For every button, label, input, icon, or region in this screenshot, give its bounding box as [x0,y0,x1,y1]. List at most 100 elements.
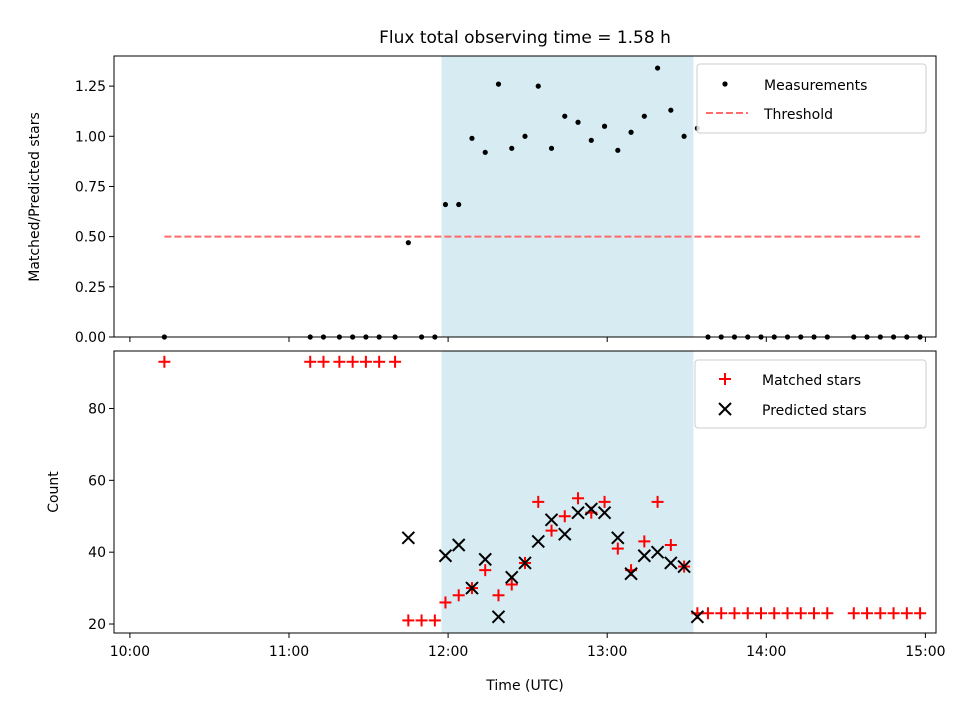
matched-stars-point [373,355,386,368]
predicted-stars-point [518,556,532,570]
matched-stars-point [304,355,317,368]
legend-threshold-label: Threshold [763,107,833,123]
predicted-stars-point [624,567,638,581]
predicted-stars-point [690,610,705,624]
matched-stars-point [847,607,860,620]
legend-measurements-marker [722,81,728,87]
x-axis-label: Time (UTC) [485,678,563,694]
y-tick-label: 60 [88,473,106,489]
matched-stars-point [808,607,821,620]
matched-stars-point [914,607,927,620]
y-tick-label: 0.00 [75,330,106,346]
matched-stars-point [532,495,545,508]
measurements-point [668,107,674,113]
matched-stars-point [389,355,402,368]
matched-stars-point [415,614,428,627]
y-tick-label: 1.25 [75,79,106,95]
matched-stars-point [768,607,781,620]
top-panel: 0.00 0.25 0.50 0.75 1.00 1.25 Matched/Predict… [27,55,937,346]
y-tick-label: 0.50 [75,230,106,246]
bottom-y-axis-label: Count [46,471,62,513]
measurements-point [681,133,687,139]
measurements-point [469,135,475,141]
predicted-stars-point [571,505,585,520]
predicted-stars-point [558,527,572,541]
measurements-point [495,81,502,87]
measurements-point [405,240,411,246]
measurements-point [588,137,594,143]
y-tick-label: 0.75 [75,179,106,195]
matched-stars-point [794,607,807,620]
legend-predicted-marker [718,402,732,416]
matched-stars-point [664,538,677,551]
predicted-stars-point [531,534,545,549]
x-tick-label: 12:00 [428,644,468,660]
y-tick-label: 80 [88,401,106,417]
predicted-stars-point [650,545,665,559]
matched-stars-point [741,607,754,620]
measurements-point [509,145,515,151]
predicted-stars-point [505,570,519,585]
legend-matched-marker [719,373,731,385]
matched-stars-point [479,564,492,577]
matched-stars-point [439,596,452,609]
measurements-point [522,133,528,139]
matched-stars-point [505,578,518,591]
legend-predicted-label: Predicted stars [762,403,867,419]
predicted-stars-point [677,559,691,574]
matched-stars-point [402,614,415,627]
matched-stars-point [887,607,900,620]
matched-stars-point [638,535,651,548]
matched-stars-point [317,355,330,368]
measurements-point [482,149,488,155]
predicted-stars-point [491,610,506,624]
predicted-stars-point [664,556,678,570]
measurements-point [442,201,449,208]
matched-stars-point [428,614,441,627]
legend-matched-label: Matched stars [762,373,861,389]
legend-measurements-label: Measurements [764,78,867,94]
measurements-point [535,83,541,89]
matched-stars-point [598,495,611,508]
matched-stars-point [754,607,767,620]
matched-stars-point [900,607,913,620]
predicted-stars-point [478,552,492,567]
x-tick-label: 10:00 [110,644,150,660]
x-tick-label: 15:00 [905,644,945,660]
matched-stars-point [861,607,874,620]
measurements-point [641,113,647,119]
matched-stars-point [821,607,834,620]
matched-stars-point [492,589,505,602]
predicted-stars-point [465,581,479,595]
matched-stars-point [346,355,359,368]
matched-stars-point [715,607,728,620]
matched-stars-point [701,607,714,620]
matched-stars-point [728,607,741,620]
y-tick-label: 1.00 [75,129,106,145]
matched-stars-point [545,524,558,537]
measurements-point [628,129,634,135]
measurements-point [562,113,568,119]
matched-stars-point [359,355,372,368]
top-y-axis-label: Matched/Predicted stars [27,112,43,282]
y-tick-label: 20 [88,617,106,633]
observing-window-span [441,351,694,633]
measurements-point [575,119,581,125]
bottom-panel: 20 40 60 80 10:00 11:00 12:00 13:00 14:00 15:00 C… [46,350,946,694]
matched-stars-point [781,607,794,620]
predicted-stars-point [637,549,652,563]
chart-title: Flux total observing time = 1.58 h [379,28,671,48]
predicted-stars-point [452,538,466,552]
matched-stars-point [874,607,887,620]
predicted-stars-point [611,531,625,545]
matched-stars-point [651,495,664,508]
measurements-point [654,65,661,71]
observing-window-span [441,56,694,337]
predicted-stars-point [401,531,416,545]
matched-stars-point [572,492,585,505]
predicted-stars-point [438,549,453,563]
matched-stars-point [452,589,465,602]
predicted-stars-point [597,505,612,520]
matched-stars-point [558,510,571,523]
predicted-stars-point [584,502,598,516]
